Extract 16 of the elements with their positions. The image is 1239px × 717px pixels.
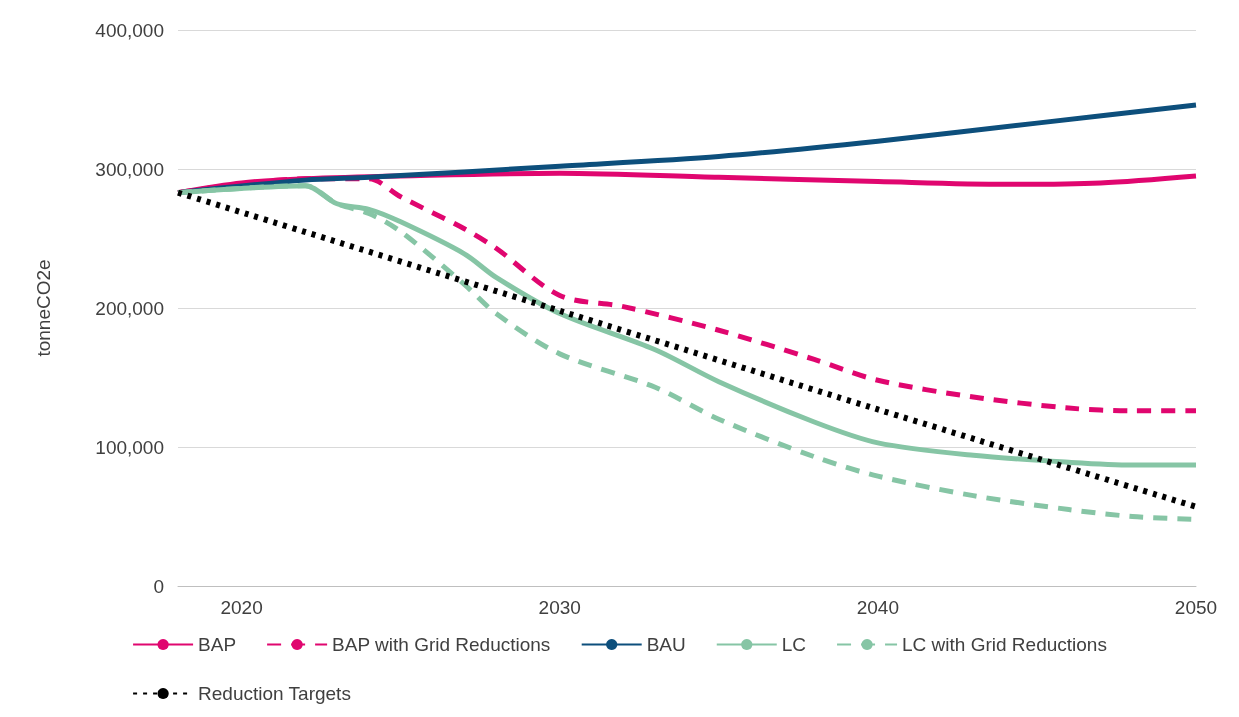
x-tick-label: 2050 bbox=[1174, 597, 1218, 618]
x-tick-label: 2020 bbox=[220, 597, 263, 618]
legend-label: LC with Grid Reductions bbox=[902, 634, 1107, 655]
legend-label: Reduction Targets bbox=[198, 683, 351, 704]
legend-label: LC bbox=[781, 634, 807, 655]
y-tick-label: 400,000 bbox=[95, 19, 164, 41]
x-tick-label: 2030 bbox=[538, 597, 581, 618]
legend-label: BAP bbox=[198, 634, 237, 655]
x-tick-label: 2040 bbox=[856, 597, 900, 618]
y-tick-label: 100,000 bbox=[95, 436, 164, 458]
y-tick-label: 0 bbox=[153, 575, 164, 597]
y-tick-label: 300,000 bbox=[95, 158, 164, 180]
legend-label: BAP with Grid Reductions bbox=[332, 634, 551, 655]
y-tick-label: 200,000 bbox=[95, 297, 164, 319]
y-axis-title: tonneCO2e bbox=[33, 259, 54, 357]
legend-label: BAU bbox=[646, 634, 686, 655]
